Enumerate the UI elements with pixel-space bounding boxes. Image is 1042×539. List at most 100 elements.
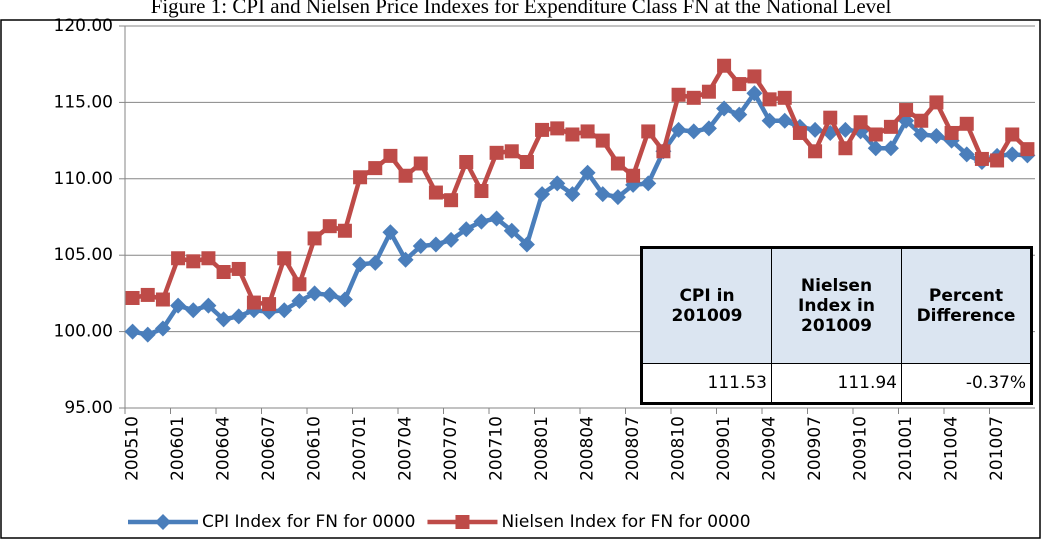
x-tick-label: 200901 [714, 416, 734, 481]
point [322, 219, 337, 234]
table-header: Percent Difference [901, 247, 1032, 364]
point [337, 223, 352, 238]
point [154, 320, 171, 337]
point [837, 121, 854, 138]
point [670, 121, 687, 138]
table-header: CPI in 201009 [641, 247, 772, 364]
point [913, 126, 930, 143]
point [761, 112, 778, 129]
point [201, 251, 216, 266]
point [882, 140, 899, 157]
y-tick-label: 95.00 [64, 398, 113, 418]
x-tick-label: 201001 [896, 416, 916, 481]
point [216, 265, 231, 280]
x-tick-label: 200610 [305, 416, 325, 481]
point [504, 144, 519, 159]
point [640, 175, 657, 192]
y-tick-label: 100.00 [54, 322, 113, 342]
point [641, 124, 656, 139]
point [944, 125, 959, 140]
point [139, 326, 156, 343]
point [928, 128, 945, 145]
x-tick-label: 200707 [441, 416, 461, 481]
point [838, 141, 853, 156]
x-tick-label: 200804 [578, 416, 598, 481]
point [413, 156, 428, 171]
chart-title: Figure 1: CPI and Nielsen Price Indexes … [151, 0, 892, 18]
point [579, 164, 596, 181]
point [170, 297, 187, 314]
point [292, 277, 307, 292]
point [777, 90, 792, 105]
point [306, 285, 323, 302]
point [397, 251, 414, 268]
point [899, 103, 914, 118]
point [776, 112, 793, 129]
table-cell: 111.53 [641, 363, 772, 404]
point [291, 293, 308, 310]
point [336, 291, 353, 308]
point [565, 127, 580, 142]
point [383, 148, 398, 163]
point [671, 87, 686, 102]
legend-label: CPI Index for FN for 0000 [202, 512, 415, 532]
point [808, 144, 823, 159]
point [959, 116, 974, 131]
x-tick-label: 200810 [669, 416, 689, 481]
point [140, 287, 155, 302]
point [246, 295, 261, 310]
point [186, 254, 201, 269]
point [792, 125, 807, 140]
point [701, 84, 716, 99]
point [807, 121, 824, 138]
point [353, 170, 368, 185]
point [352, 256, 369, 273]
x-tick-label: 200607 [259, 416, 279, 481]
point [594, 186, 611, 203]
point [321, 286, 338, 303]
point [367, 254, 384, 271]
point [519, 154, 534, 169]
point [549, 175, 566, 192]
x-tick-label: 200801 [532, 416, 552, 481]
point [717, 58, 732, 73]
point [929, 95, 944, 110]
point [746, 85, 763, 102]
summary-table: CPI in 201009 Nielsen Index in 201009 Pe… [640, 246, 1033, 405]
point [412, 238, 429, 255]
point [595, 133, 610, 148]
point [382, 224, 399, 241]
point [276, 302, 293, 319]
x-tick-label: 201004 [942, 416, 962, 481]
point [444, 193, 459, 208]
point [1005, 127, 1020, 142]
point [473, 213, 490, 230]
point [277, 251, 292, 266]
point [853, 115, 868, 130]
point [518, 236, 535, 253]
point [914, 113, 929, 128]
legend-item: Nielsen Index for FN for 0000 [427, 512, 751, 532]
point [990, 153, 1005, 168]
x-tick-label: 200701 [350, 416, 370, 481]
table-cell: -0.37% [901, 363, 1032, 404]
point [231, 261, 246, 276]
x-tick-label: 200907 [805, 416, 825, 481]
point [868, 127, 883, 142]
point [155, 292, 170, 307]
point [368, 161, 383, 176]
x-tick-label: 200704 [396, 416, 416, 481]
point [1004, 146, 1021, 163]
point [700, 120, 717, 137]
point [610, 156, 625, 171]
x-tick-label: 200604 [214, 416, 234, 481]
point [124, 323, 141, 340]
y-tick-label: 110.00 [54, 169, 113, 189]
point [716, 100, 733, 117]
point [125, 290, 140, 305]
point [185, 302, 202, 319]
x-tick-label: 200807 [623, 416, 643, 481]
point [762, 92, 777, 107]
point [535, 122, 550, 137]
